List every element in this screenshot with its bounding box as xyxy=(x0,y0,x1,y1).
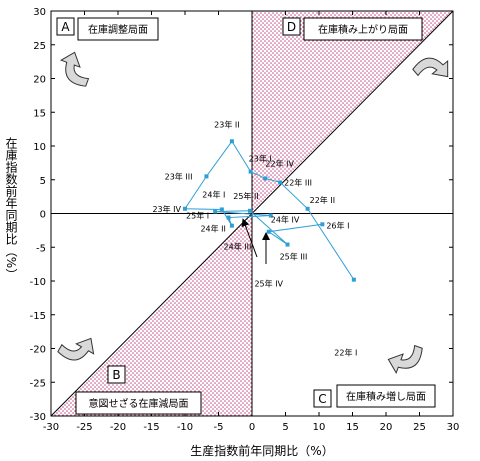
x-tick-label: 25 xyxy=(413,422,426,433)
y-tick-label: 0 xyxy=(40,210,46,221)
data-label: 25年 II xyxy=(233,191,258,201)
data-label: 25年 I xyxy=(186,210,209,220)
data-label: 24年 I xyxy=(202,189,225,199)
quadrant-letter: A xyxy=(61,20,70,34)
rotation-arrow-shape xyxy=(59,51,90,87)
x-tick-label: -5 xyxy=(214,422,224,433)
y-tick-label: -30 xyxy=(30,412,46,423)
y-tick-label: 10 xyxy=(33,142,46,153)
y-tick-label: -20 xyxy=(30,345,46,356)
x-tick-label: 30 xyxy=(447,422,460,433)
data-label: 23年 I xyxy=(249,154,272,164)
rotation-arrow-icon xyxy=(59,51,90,87)
data-label: 25年 III xyxy=(280,252,308,262)
data-point xyxy=(247,208,252,213)
x-tick-label: -20 xyxy=(110,422,126,433)
data-label: 26年 I xyxy=(326,220,349,230)
diagonal-line xyxy=(50,10,454,417)
y-tick-label: 30 xyxy=(33,7,46,18)
rotation-arrow-icon xyxy=(412,57,449,78)
y-tick-label: -25 xyxy=(30,378,46,389)
data-point xyxy=(204,174,209,179)
rotation-arrow-icon xyxy=(57,337,95,361)
y-tick-label: -5 xyxy=(36,243,46,254)
quadrant-letter: B xyxy=(112,368,120,382)
y-tick-label: -10 xyxy=(30,277,46,288)
x-tick-label: 15 xyxy=(346,422,359,433)
x-tick-label: -15 xyxy=(143,422,159,433)
data-point xyxy=(213,209,218,214)
quadrant-label: 在庫調整局面 xyxy=(88,23,148,36)
data-label: 22年 I xyxy=(334,348,357,358)
data-label: 23年 III xyxy=(165,171,193,181)
data-point xyxy=(268,213,273,218)
quadrant-label-box xyxy=(75,391,202,415)
quadrant-letter-box xyxy=(56,17,75,36)
data-point xyxy=(229,223,234,228)
y-axis-title: 在庫指数前年同期比（%） xyxy=(4,136,18,280)
data-point xyxy=(278,180,283,185)
quadrant-letter-box xyxy=(282,17,301,36)
data-point xyxy=(266,229,271,234)
y-tick-label: 25 xyxy=(33,41,46,52)
data-point xyxy=(248,169,253,174)
data-point xyxy=(226,215,231,220)
data-point xyxy=(183,206,187,211)
rotation-arrow-shape xyxy=(57,337,95,361)
quadrant-letter-box xyxy=(107,365,126,384)
x-axis-title: 生産指数前年同期比（%） xyxy=(190,443,333,458)
data-point xyxy=(305,206,310,211)
data-label: 22年 IV xyxy=(265,158,294,168)
data-label: 25年 IV xyxy=(254,279,283,289)
data-label: 23年 IV xyxy=(152,204,181,214)
x-tick-label: -10 xyxy=(177,422,193,433)
y-tick-label: 20 xyxy=(33,75,46,86)
quadrant-label-box xyxy=(303,17,423,41)
x-tick-label: 10 xyxy=(313,422,326,433)
quadrant-label: 在庫積み上がり局面 xyxy=(318,23,408,36)
quadrant-letter: D xyxy=(287,20,296,34)
x-tick-label: -30 xyxy=(43,422,59,433)
quadrant-label-box xyxy=(77,17,159,41)
quadrant-label: 意図せざる在庫減局面 xyxy=(89,397,189,410)
quadrant-letter-box xyxy=(313,389,332,408)
data-label: 23年 II xyxy=(214,119,239,129)
x-tick-label: 20 xyxy=(380,422,393,433)
quadrant-label-box xyxy=(336,384,436,408)
label-arrow-24-iii xyxy=(241,218,258,258)
x-tick-label: -25 xyxy=(76,422,92,433)
data-label: 24年 II xyxy=(200,224,225,234)
data-label: 24年 IV xyxy=(271,215,300,225)
data-point xyxy=(263,176,268,181)
quadrant-label: 在庫積み増し局面 xyxy=(346,390,426,403)
quadrant-letter: C xyxy=(318,392,326,406)
data-label: 22年 II xyxy=(310,195,335,205)
x-tick-label: 5 xyxy=(282,422,288,433)
data-point xyxy=(229,139,234,144)
data-point xyxy=(351,277,356,282)
rotation-arrow-shape xyxy=(412,57,449,78)
y-tick-label: 5 xyxy=(40,176,46,187)
data-point xyxy=(320,222,325,227)
x-tick-label: 0 xyxy=(249,422,255,433)
data-point xyxy=(219,207,224,212)
data-label: 22年 III xyxy=(284,177,312,187)
rotation-arrow-icon xyxy=(387,344,423,375)
y-tick-label: -15 xyxy=(30,311,46,322)
data-label: 24年 III xyxy=(224,242,252,252)
data-point xyxy=(285,242,290,247)
rotation-arrow-shape xyxy=(387,344,423,375)
y-tick-label: 15 xyxy=(33,108,46,119)
